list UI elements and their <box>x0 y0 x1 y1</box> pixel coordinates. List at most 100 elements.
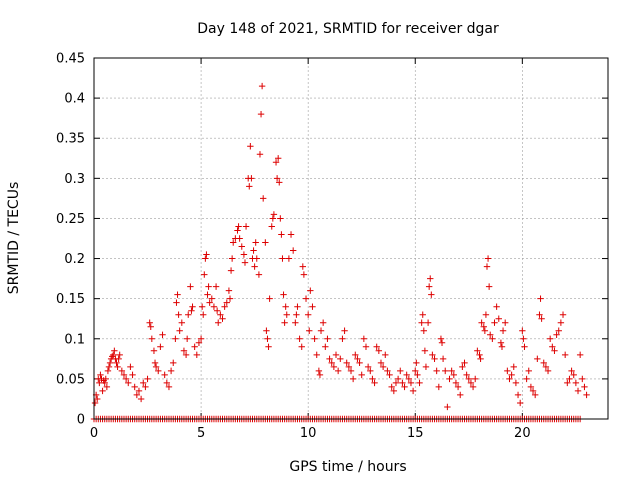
data-point <box>358 371 365 379</box>
data-point <box>187 283 194 290</box>
data-point <box>294 303 301 310</box>
data-point <box>512 379 520 387</box>
data-point <box>523 375 530 383</box>
data-point <box>482 311 490 318</box>
y-tick-label: 0.1 <box>64 332 85 347</box>
data-point <box>461 359 468 367</box>
data-point <box>337 355 344 363</box>
data-point <box>165 383 173 391</box>
data-point <box>322 343 329 350</box>
data-point <box>386 371 393 379</box>
data-point <box>536 311 543 318</box>
data-point <box>572 379 580 387</box>
data-point <box>270 211 278 218</box>
data-point <box>306 327 313 334</box>
data-point <box>205 283 212 290</box>
data-point <box>174 291 181 298</box>
data-point <box>115 355 122 363</box>
data-point <box>454 383 462 391</box>
data-point <box>581 383 588 391</box>
data-point <box>104 367 112 375</box>
data-point <box>99 387 106 395</box>
data-point <box>504 367 511 375</box>
data-point <box>307 287 314 294</box>
data-point <box>478 319 485 326</box>
data-point <box>487 331 494 338</box>
data-point <box>534 355 541 363</box>
data-point <box>140 379 147 387</box>
data-point <box>304 311 312 318</box>
data-point <box>105 363 113 371</box>
data-point <box>499 327 507 334</box>
data-point <box>175 311 182 318</box>
data-point <box>420 327 428 334</box>
data-point <box>234 227 241 234</box>
data-point <box>319 319 327 326</box>
data-point <box>463 371 470 379</box>
data-point <box>101 379 108 387</box>
data-point <box>394 375 402 383</box>
data-point <box>226 295 234 302</box>
data-point <box>537 295 544 302</box>
data-point <box>373 343 380 350</box>
data-point <box>403 371 410 379</box>
data-point <box>390 387 398 395</box>
data-point <box>469 383 477 391</box>
data-point <box>213 307 221 314</box>
data-point <box>106 359 114 367</box>
data-point <box>189 303 196 310</box>
data-point <box>452 379 460 387</box>
data-point <box>114 363 121 371</box>
data-point <box>525 367 532 375</box>
data-point <box>118 367 126 375</box>
x-tick-label: 5 <box>197 426 205 441</box>
data-point <box>397 367 404 375</box>
data-point <box>498 343 506 350</box>
data-point <box>428 291 435 298</box>
data-point <box>147 323 154 330</box>
data-point <box>347 367 355 375</box>
data-point <box>438 339 446 346</box>
data-point <box>480 323 487 330</box>
data-point <box>129 371 136 379</box>
y-tick-label: 0.4 <box>64 92 85 107</box>
data-point <box>326 355 333 363</box>
data-point <box>206 299 213 306</box>
data-point <box>131 383 138 391</box>
data-point <box>484 255 492 262</box>
data-point <box>274 155 282 162</box>
data-point <box>144 375 151 383</box>
data-point <box>263 327 270 334</box>
data-point <box>111 347 118 355</box>
data-point <box>527 383 535 391</box>
data-point <box>497 339 505 346</box>
data-point <box>247 143 254 150</box>
data-point <box>91 399 99 407</box>
data-point <box>272 159 280 166</box>
data-point <box>302 295 310 302</box>
data-point <box>172 335 179 342</box>
data-point <box>197 335 205 342</box>
data-point <box>362 343 370 350</box>
data-point <box>465 375 472 383</box>
data-point <box>382 351 389 359</box>
data-point <box>161 371 168 379</box>
data-point <box>94 395 101 403</box>
x-tick-label: 15 <box>407 426 424 441</box>
data-point <box>215 319 222 326</box>
data-point <box>439 355 447 363</box>
data-point <box>401 383 408 391</box>
data-point <box>425 283 433 290</box>
data-point <box>414 371 421 379</box>
data-point <box>483 263 491 270</box>
data-point <box>583 391 590 399</box>
data-point <box>388 383 395 391</box>
data-point <box>435 383 443 391</box>
data-point <box>96 379 103 387</box>
data-point <box>345 363 353 371</box>
data-point <box>538 315 545 322</box>
axis-ticks: 0 0.05 0.1 0.15 0.2 0.25 0.3 0.35 0.4 0.45 0 5 10 15 2… <box>56 52 608 441</box>
data-point <box>178 319 186 326</box>
data-point <box>120 371 128 379</box>
data-point <box>208 295 215 302</box>
